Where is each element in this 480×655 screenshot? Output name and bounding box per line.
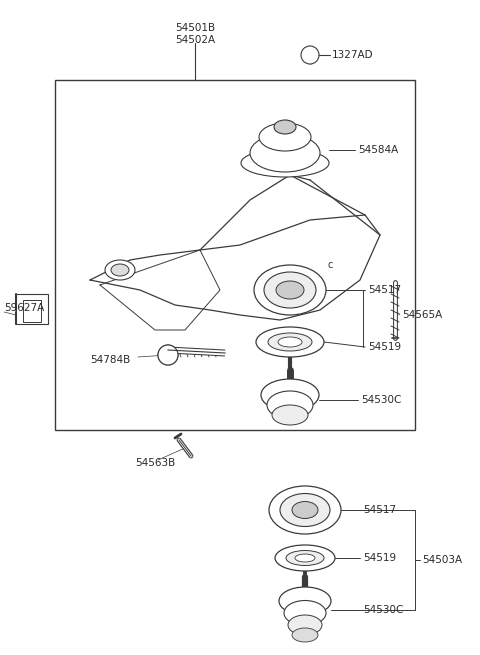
Text: c: c [327, 260, 333, 270]
Bar [55, 80, 415, 430]
Text: 59627A: 59627A [4, 303, 44, 313]
Text: 54517: 54517 [363, 505, 396, 515]
Ellipse shape [250, 134, 320, 172]
Ellipse shape [292, 628, 318, 642]
Text: 54517: 54517 [368, 285, 401, 295]
Text: 54519: 54519 [363, 553, 396, 563]
Ellipse shape [274, 120, 296, 134]
Ellipse shape [295, 554, 315, 562]
Ellipse shape [279, 587, 331, 615]
Ellipse shape [272, 405, 308, 425]
Ellipse shape [267, 391, 313, 419]
Ellipse shape [259, 123, 311, 151]
Text: 54584A: 54584A [358, 145, 398, 155]
Ellipse shape [292, 502, 318, 519]
Circle shape [158, 345, 178, 365]
Ellipse shape [268, 333, 312, 351]
Ellipse shape [269, 486, 341, 534]
Circle shape [158, 345, 178, 365]
Text: 54530C: 54530C [363, 605, 403, 615]
Text: 54519: 54519 [368, 342, 401, 352]
Ellipse shape [105, 260, 135, 280]
Ellipse shape [288, 615, 322, 635]
Text: 54530C: 54530C [361, 395, 401, 405]
Circle shape [301, 46, 319, 64]
Ellipse shape [284, 601, 326, 626]
Ellipse shape [111, 264, 129, 276]
Text: 54503A: 54503A [422, 555, 462, 565]
Ellipse shape [241, 149, 329, 177]
Text: 54565A: 54565A [402, 310, 442, 320]
Ellipse shape [286, 550, 324, 565]
Text: 54563B: 54563B [135, 458, 175, 468]
Text: 1327AD: 1327AD [332, 50, 373, 60]
Text: 54501B: 54501B [175, 23, 215, 33]
Ellipse shape [261, 379, 319, 411]
Ellipse shape [280, 493, 330, 527]
Ellipse shape [275, 545, 335, 571]
Bar [23, 300, 41, 322]
Ellipse shape [276, 281, 304, 299]
Bar [16, 294, 48, 324]
Text: 54502A: 54502A [175, 35, 215, 45]
Ellipse shape [264, 272, 316, 308]
Text: 54784B: 54784B [90, 355, 130, 365]
Ellipse shape [256, 327, 324, 357]
Ellipse shape [254, 265, 326, 315]
Ellipse shape [278, 337, 302, 347]
